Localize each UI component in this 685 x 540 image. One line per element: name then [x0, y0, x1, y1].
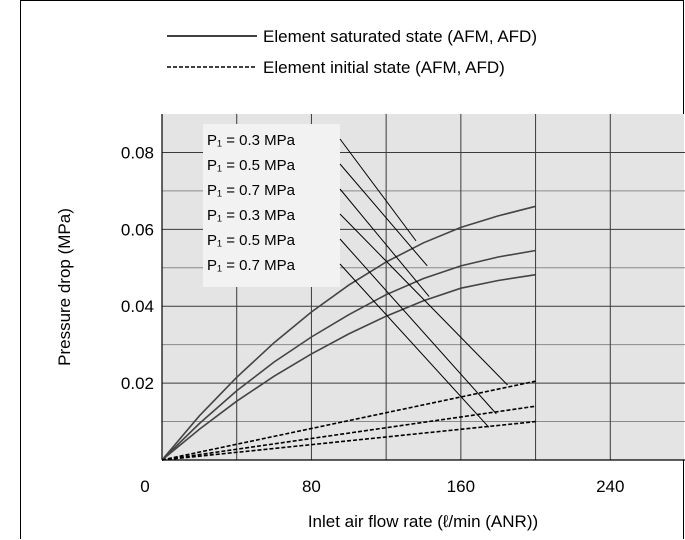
- series-annotation-label: P₁ = 0.7 MPa: [207, 182, 296, 199]
- x-tick-label: 160: [447, 477, 475, 496]
- series-annotation-label: P₁ = 0.5 MPa: [207, 232, 296, 249]
- x-tick-label: 80: [302, 477, 321, 496]
- series-annotation-label: P₁ = 0.3 MPa: [207, 207, 296, 224]
- legend-label: Element initial state (AFM, AFD): [263, 58, 505, 77]
- series-annotation-label: P₁ = 0.7 MPa: [207, 257, 296, 274]
- legend-label: Element saturated state (AFM, AFD): [263, 27, 537, 46]
- x-tick-label: 240: [596, 477, 624, 496]
- y-axis-label: Pressure drop (MPa): [55, 208, 74, 366]
- series-annotation-label: P₁ = 0.3 MPa: [207, 132, 296, 149]
- x-tick-label: 0: [140, 477, 149, 496]
- series-annotation-label: P₁ = 0.5 MPa: [207, 157, 296, 174]
- y-tick-label: 0.04: [121, 297, 154, 316]
- x-axis-label: Inlet air flow rate (ℓ/min (ANR)): [308, 512, 538, 531]
- y-tick-label: 0.08: [121, 143, 154, 162]
- y-tick-label: 0.06: [121, 220, 154, 239]
- y-tick-label: 0.02: [121, 374, 154, 393]
